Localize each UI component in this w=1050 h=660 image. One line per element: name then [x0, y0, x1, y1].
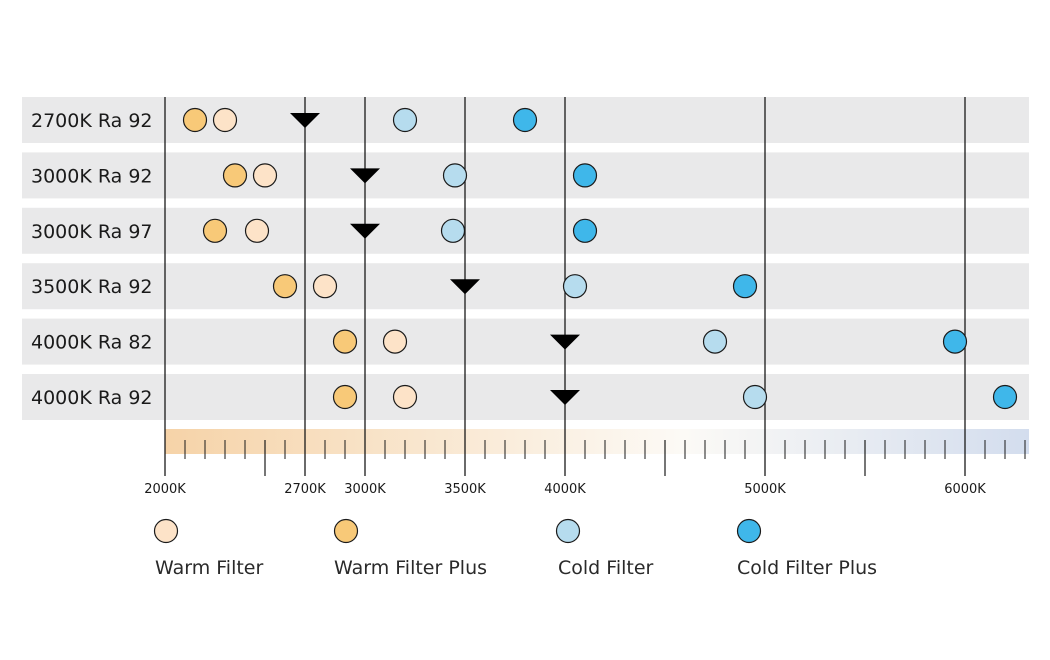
row-band: [22, 374, 1029, 420]
nominal-temperature-marker: [350, 168, 380, 184]
row-bands: [22, 97, 1029, 420]
legend-label: Cold Filter Plus: [737, 557, 877, 579]
row-label: 4000K Ra 92: [31, 387, 153, 409]
warm-filter-plus-marker: [332, 384, 358, 410]
row-labels: 2700K Ra 92 3000K Ra 92 3000K Ra 97 3500K R…: [31, 110, 153, 409]
axis-tick-labels: 2000K 2700K 3000K 3500K 4000K 5000K 6000K: [144, 482, 986, 497]
legend-label: Warm Filter: [155, 557, 263, 579]
legend: Warm Filter Warm Filter Plus Cold Filter Co…: [153, 518, 877, 579]
row-band: [22, 318, 1029, 365]
data-markers: [182, 107, 1018, 410]
cold-filter-marker: [440, 218, 466, 243]
cold-filter-plus-marker: [942, 329, 968, 354]
row-label: 4000K Ra 82: [31, 332, 153, 354]
cold-filter-plus-marker: [572, 163, 598, 188]
warm-filter-plus-marker: [182, 107, 208, 133]
tick-label: 3500K: [444, 482, 486, 497]
tick-label: 2000K: [144, 482, 186, 497]
warm-filter-plus-marker: [332, 329, 358, 354]
cold-filter-marker: [742, 384, 768, 410]
warm-filter-legend-swatch: [153, 518, 179, 544]
warm-filter-plus-legend-swatch: [333, 518, 359, 544]
cold-filter-plus-marker: [992, 384, 1018, 410]
warm-filter-plus-marker: [272, 274, 298, 299]
row-band: [22, 152, 1029, 199]
cold-filter-plus-marker: [512, 107, 538, 133]
warm-filter-marker: [252, 163, 278, 188]
warm-filter-plus-marker: [222, 163, 248, 188]
nominal-temperature-marker: [550, 390, 580, 405]
warm-filter-marker: [392, 384, 418, 410]
nominal-temperature-marker: [290, 113, 320, 128]
warm-filter-marker: [312, 274, 338, 299]
legend-label: Cold Filter: [558, 557, 654, 579]
tick-label: 5000K: [744, 482, 786, 497]
cold-filter-marker: [392, 107, 418, 133]
cold-filter-plus-marker: [572, 218, 598, 243]
axis-minor-ticks: [184, 440, 1026, 476]
cold-filter-marker: [442, 163, 468, 188]
row-band: [22, 207, 1029, 254]
nominal-temperature-marker: [350, 223, 380, 239]
cold-filter-plus-marker: [732, 274, 758, 299]
cold-filter-marker: [562, 274, 588, 299]
warm-filter-marker: [244, 218, 270, 243]
cold-filter-marker: [702, 329, 728, 354]
temperature-gradient-bar: [165, 429, 1029, 454]
tick-label: 3000K: [344, 482, 386, 497]
warm-filter-marker: [382, 329, 408, 354]
row-label: 3000K Ra 92: [31, 165, 153, 187]
row-label: 3500K Ra 92: [31, 276, 153, 298]
row-label: 3000K Ra 97: [31, 221, 153, 243]
tick-label: 6000K: [944, 482, 986, 497]
row-band: [22, 263, 1029, 310]
warm-filter-plus-marker: [202, 218, 228, 243]
nominal-temperature-marker: [450, 279, 480, 295]
tick-label: 2700K: [284, 482, 326, 497]
tick-label: 4000K: [544, 482, 586, 497]
cold-filter-plus-legend-swatch: [736, 518, 762, 544]
nominal-temperature-marker: [550, 334, 580, 350]
row-label: 2700K Ra 92: [31, 110, 153, 132]
legend-label: Warm Filter Plus: [334, 557, 487, 579]
cold-filter-legend-swatch: [555, 518, 581, 544]
warm-filter-marker: [212, 107, 238, 133]
